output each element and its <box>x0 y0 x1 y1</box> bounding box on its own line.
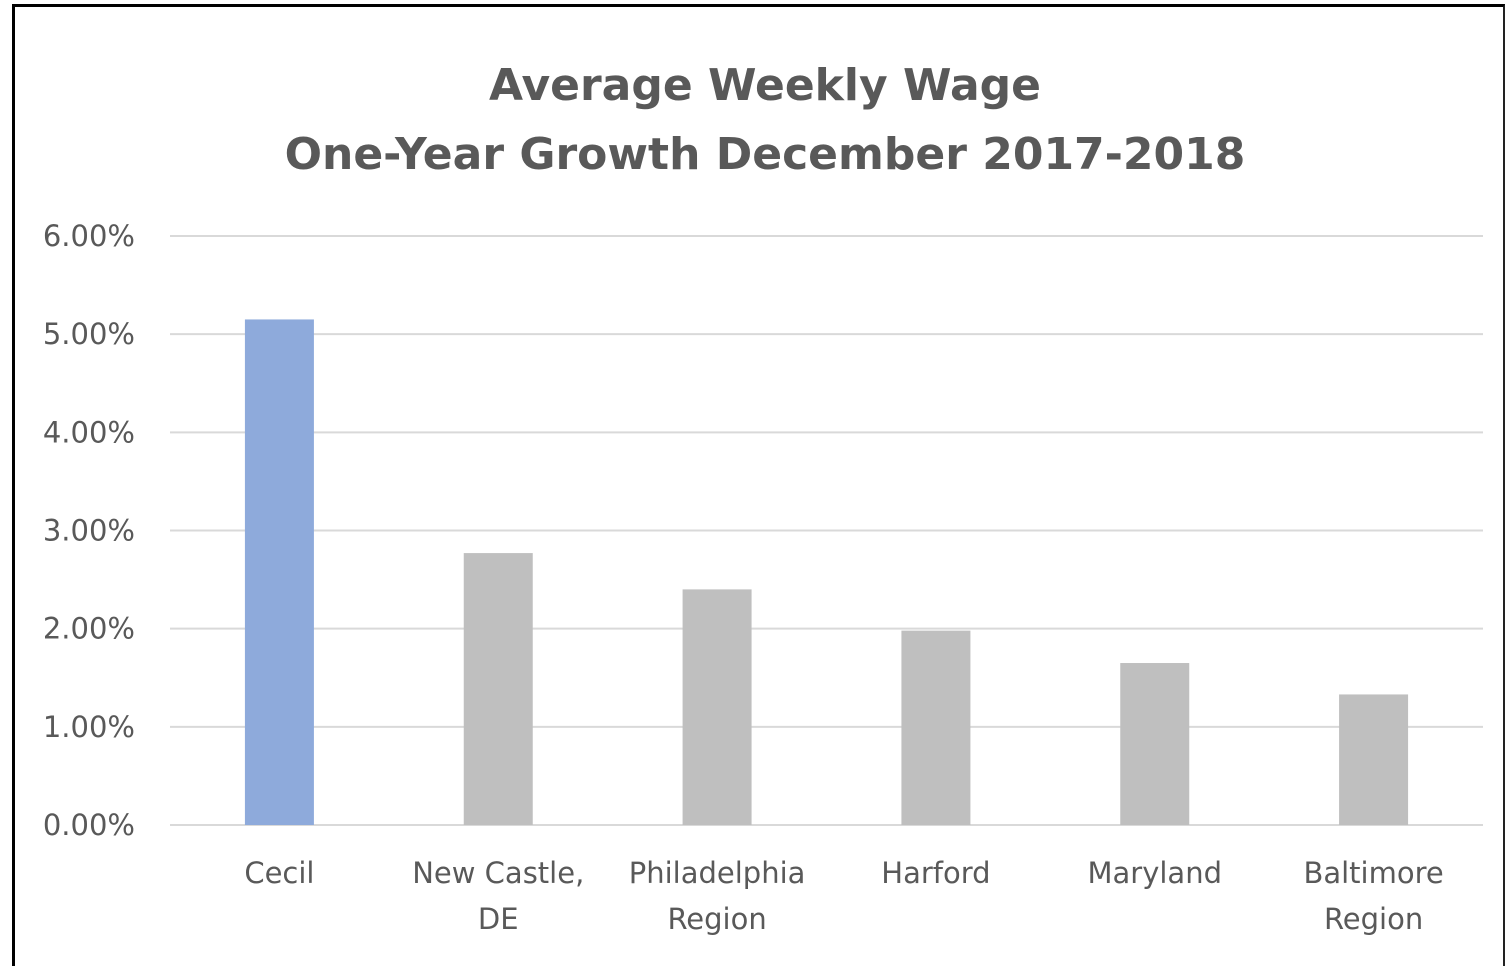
x-category-label-line: Baltimore <box>1303 856 1443 890</box>
x-category-label: Cecil <box>244 856 314 890</box>
bar <box>682 589 752 825</box>
y-tick-label: 5.00% <box>43 317 135 351</box>
bar <box>463 553 533 825</box>
x-category-label-line: Harford <box>881 856 990 890</box>
bar <box>901 630 971 825</box>
x-category-label-line: Philadelphia <box>629 856 806 890</box>
x-axis-category-labels: Cecil New Castle, DE Philadelphia Region Harf… <box>244 856 1443 936</box>
x-category-label: New Castle, DE <box>412 856 584 936</box>
y-tick-label: 3.00% <box>43 514 135 548</box>
y-tick-label: 1.00% <box>43 710 135 744</box>
y-tick-label: 2.00% <box>43 612 135 646</box>
bar <box>1339 694 1409 825</box>
y-tick-label: 0.00% <box>43 808 135 842</box>
y-tick-label: 6.00% <box>43 219 135 253</box>
x-category-label: Baltimore Region <box>1303 856 1443 936</box>
bar-chart: Average Weekly Wage One-Year Growth Dece… <box>43 60 1483 936</box>
x-category-label-line: DE <box>478 902 519 936</box>
y-tick-label: 4.00% <box>43 415 135 449</box>
x-category-label-line: Maryland <box>1088 856 1223 890</box>
x-category-label-line: Region <box>1324 902 1423 936</box>
chart-title: Average Weekly Wage One-Year Growth Dece… <box>285 60 1246 180</box>
bars <box>244 319 1409 825</box>
chart-title-line-1: Average Weekly Wage <box>489 60 1041 111</box>
x-category-label-line: New Castle, <box>412 856 584 890</box>
x-category-label: Philadelphia Region <box>629 856 806 936</box>
x-category-label: Maryland <box>1088 856 1223 890</box>
y-axis-tick-labels: 0.00% 1.00% 2.00% 3.00% 4.00% 5.00% 6.00% <box>43 219 135 842</box>
bar <box>1120 663 1190 825</box>
x-category-label: Harford <box>881 856 990 890</box>
chart-title-line-2: One-Year Growth December 2017-2018 <box>285 129 1246 180</box>
gridlines <box>170 235 1483 826</box>
bar <box>244 319 314 825</box>
x-category-label-line: Region <box>667 902 766 936</box>
x-category-label-line: Cecil <box>244 856 314 890</box>
chart-frame: Average Weekly Wage One-Year Growth Dece… <box>12 4 1505 966</box>
